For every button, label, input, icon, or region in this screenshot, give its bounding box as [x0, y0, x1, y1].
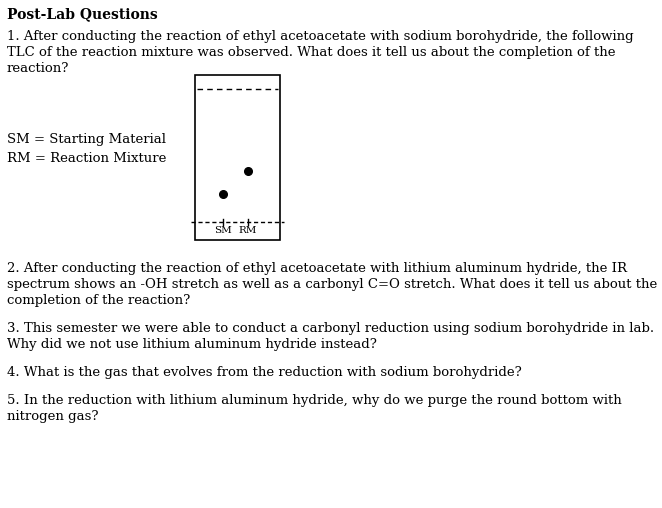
Text: SM: SM — [214, 226, 232, 235]
Bar — [195, 75, 280, 240]
Text: 5. In the reduction with lithium aluminum hydride, why do we purge the round bot: 5. In the reduction with lithium aluminu… — [7, 394, 622, 407]
Text: RM = Reaction Mixture: RM = Reaction Mixture — [7, 152, 166, 165]
Text: Post-Lab Questions: Post-Lab Questions — [7, 7, 158, 21]
Text: RM: RM — [238, 226, 257, 235]
Text: spectrum shows an -OH stretch as well as a carbonyl C=O stretch. What does it te: spectrum shows an -OH stretch as well as… — [7, 278, 657, 291]
Text: SM = Starting Material: SM = Starting Material — [7, 133, 166, 146]
Text: 4. What is the gas that evolves from the reduction with sodium borohydride?: 4. What is the gas that evolves from the… — [7, 366, 522, 379]
Text: reaction?: reaction? — [7, 62, 70, 75]
Text: 1. After conducting the reaction of ethyl acetoacetate with sodium borohydride, : 1. After conducting the reaction of ethy… — [7, 30, 634, 43]
Text: 3. This semester we were able to conduct a carbonyl reduction using sodium boroh: 3. This semester we were able to conduct… — [7, 322, 654, 335]
Text: Why did we not use lithium aluminum hydride instead?: Why did we not use lithium aluminum hydr… — [7, 338, 377, 351]
Text: nitrogen gas?: nitrogen gas? — [7, 410, 99, 423]
Text: TLC of the reaction mixture was observed. What does it tell us about the complet: TLC of the reaction mixture was observed… — [7, 46, 616, 59]
Text: completion of the reaction?: completion of the reaction? — [7, 294, 190, 307]
Text: 2. After conducting the reaction of ethyl acetoacetate with lithium aluminum hyd: 2. After conducting the reaction of ethy… — [7, 262, 627, 275]
